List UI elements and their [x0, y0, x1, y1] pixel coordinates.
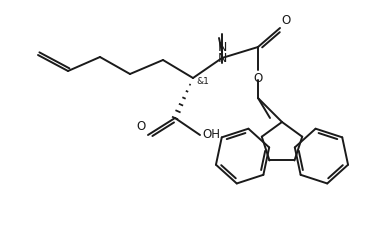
Text: &1: &1 — [196, 77, 209, 86]
Text: N: N — [217, 52, 227, 64]
Text: O: O — [253, 72, 263, 85]
Text: O: O — [137, 120, 146, 133]
Text: O: O — [281, 14, 290, 27]
Text: N: N — [217, 41, 227, 54]
Text: OH: OH — [202, 128, 220, 142]
